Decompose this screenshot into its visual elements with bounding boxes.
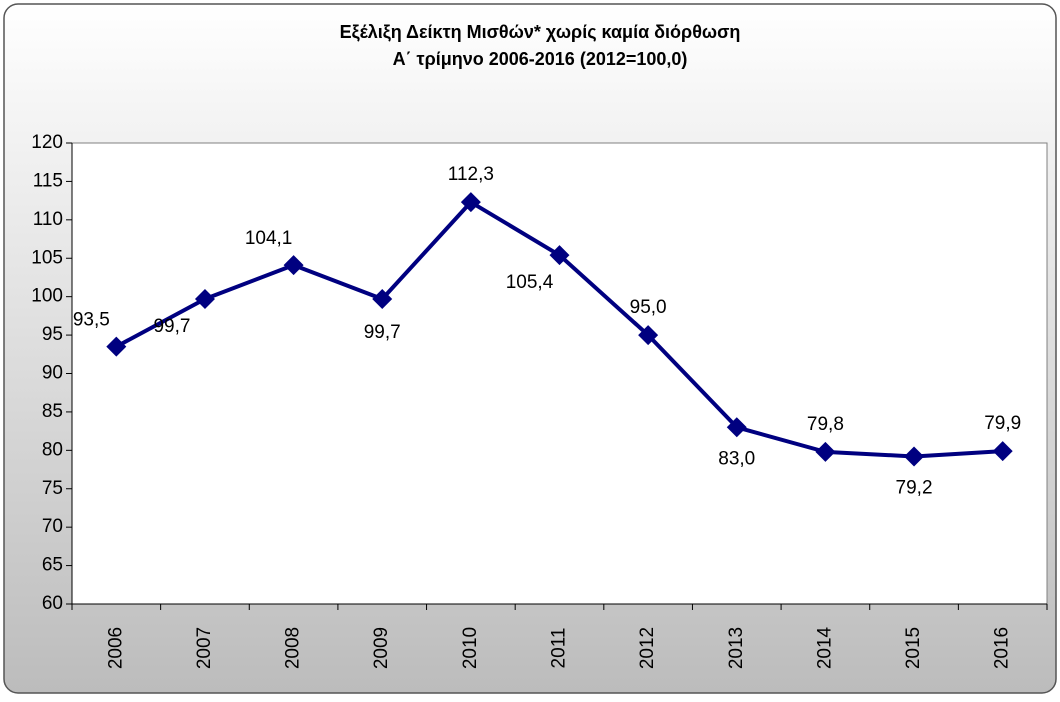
x-tick-label: 2009 [371,627,392,669]
data-label: 112,3 [448,164,494,185]
data-marker [549,245,570,266]
data-label: 104,1 [245,228,293,249]
data-marker [992,441,1013,462]
data-label: 79,2 [896,477,933,498]
chart-title: Εξέλιξη Δείκτη Μισθών* χωρίς καμία διόρθ… [340,22,741,43]
y-tick-label: 95 [42,324,63,345]
plot-area [71,142,1048,605]
data-marker [726,417,747,438]
x-tick-label: 2014 [814,626,835,669]
data-marker [106,336,127,357]
y-tick-label: 90 [42,363,63,384]
y-tick-label: 80 [42,439,63,460]
data-label: 99,7 [153,316,190,337]
data-marker [460,192,481,213]
x-tick-label: 2015 [903,627,924,669]
x-tick-label: 2016 [992,627,1013,669]
x-tick-label: 2008 [283,627,304,669]
chart-subtitle: Α΄ τρίμηνο 2006-2016 (2012=100,0) [393,49,688,69]
x-tick-label: 2011 [549,628,570,669]
data-label: 99,7 [364,322,401,343]
data-label: 105,4 [506,272,554,293]
data-label: 93,5 [73,310,110,331]
y-tick-label: 110 [33,209,63,230]
data-label: 79,9 [984,413,1021,434]
x-tick-label: 2013 [726,627,747,669]
x-tick-label: 2007 [194,627,215,669]
y-tick-label: 85 [42,401,63,422]
y-tick-label: 75 [42,478,63,499]
x-tick-label: 2012 [637,627,658,669]
data-label: 95,0 [630,297,667,318]
data-marker [904,446,925,467]
y-tick-label: 120 [31,132,63,153]
data-label: 83,0 [718,448,755,469]
x-tick-label: 2006 [105,627,126,669]
x-tick-label: 2010 [460,627,481,669]
y-tick-label: 115 [33,170,63,191]
y-tick-label: 70 [42,516,63,537]
data-marker [194,288,215,309]
y-tick-label: 60 [42,593,63,614]
y-tick-label: 105 [31,247,63,268]
data-marker [372,288,393,309]
y-tick-label: 100 [31,286,63,307]
data-marker [283,255,304,276]
data-marker [815,441,836,462]
y-tick-label: 65 [42,555,63,576]
data-marker [638,325,659,346]
data-label: 79,8 [807,414,844,435]
